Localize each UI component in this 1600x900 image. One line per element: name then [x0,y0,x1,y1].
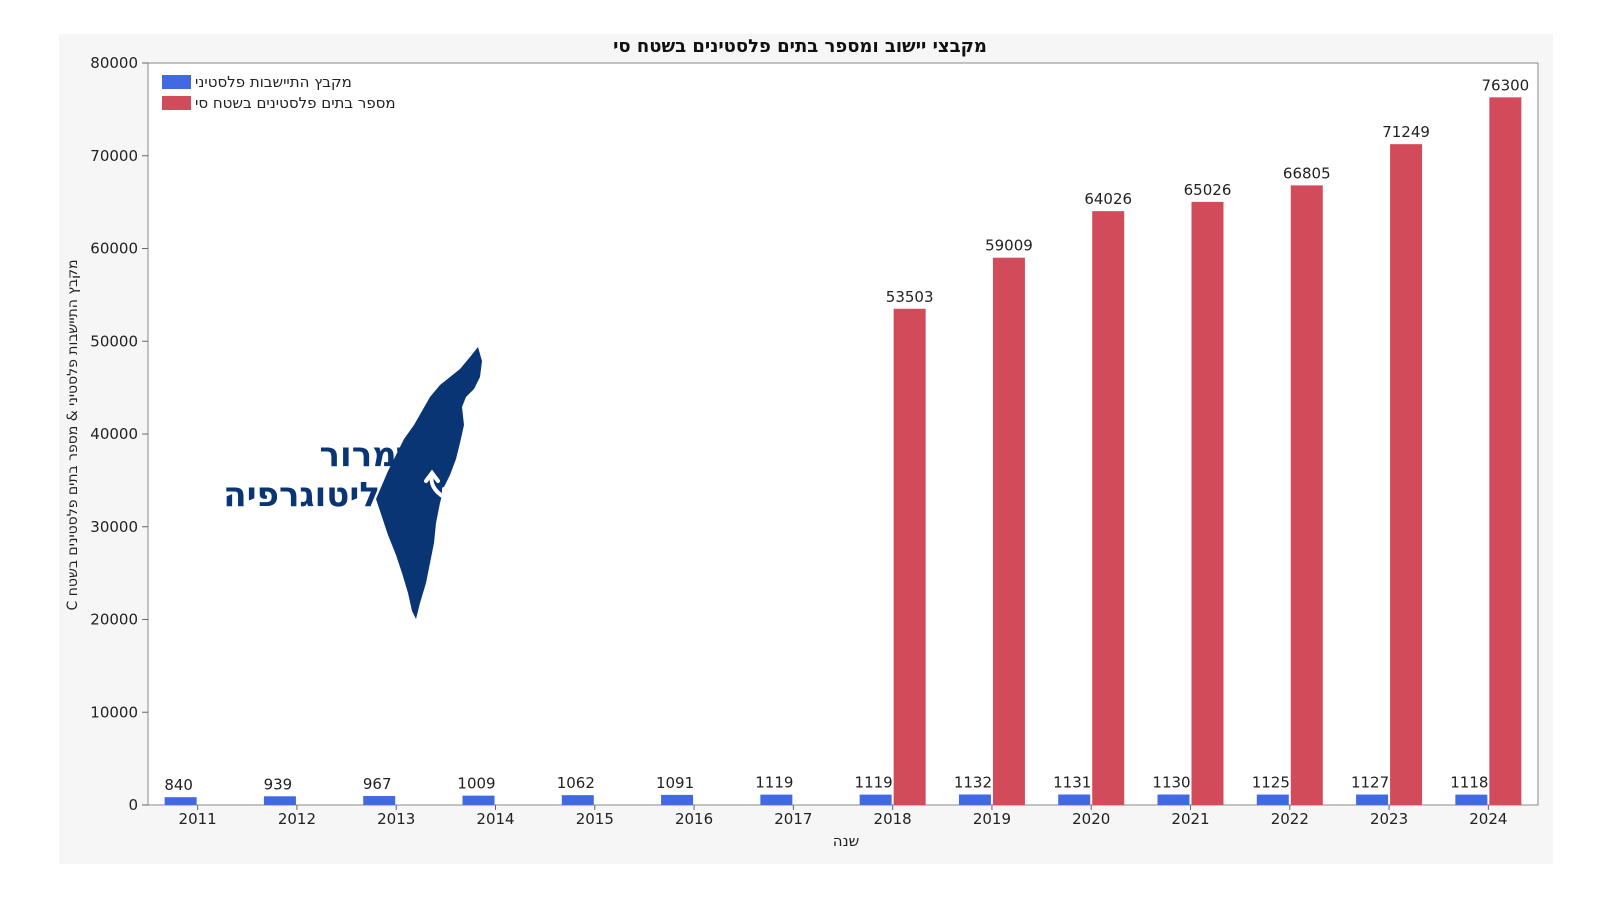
x-tick-label: 2012 [278,810,316,828]
legend-label-houses: מספר בתים פלסטינים בשטח סי [195,93,396,112]
bar-settlements [661,794,694,805]
data-label-settlements: 1119 [755,774,793,792]
data-label-settlements: 1125 [1252,774,1290,792]
y-tick-label: 0 [128,796,138,814]
y-tick-label: 70000 [90,147,138,165]
data-label-houses: 66805 [1283,164,1331,182]
bar-settlements [462,795,495,805]
bar-houses [1390,144,1423,805]
x-tick-label: 2024 [1469,810,1507,828]
bar-houses [893,308,926,805]
x-tick-label: 2015 [576,810,614,828]
legend-item-houses: מספר בתים פלסטינים בשטח סי [162,92,396,113]
legend-label-settlements: מקבץ התיישבות פלסטיני [195,72,352,91]
bar-houses [1092,211,1125,806]
data-label-settlements: 1131 [1053,774,1091,792]
bar-houses [1290,185,1323,806]
bar-settlements [363,796,396,805]
logo-text-line1: תמרור [319,435,420,475]
bar-houses [1191,201,1224,805]
y-tick-label: 50000 [90,332,138,350]
chart-title: מקבצי יישוב ומספר בתים פלסטינים בשטח סי [613,36,987,57]
logo-text-line2: פוליטוגרפיה [223,475,414,515]
x-tick-label: 2013 [377,810,415,828]
israel-map-icon [376,347,482,619]
data-label-houses: 53503 [886,288,934,306]
bar-settlements [1455,794,1488,805]
bar-houses [1489,97,1522,805]
data-label-settlements: 1132 [954,774,992,792]
data-label-houses: 64026 [1084,190,1132,208]
x-tick-label: 2017 [774,810,812,828]
x-tick-label: 2020 [1072,810,1110,828]
data-label-settlements: 1130 [1152,774,1190,792]
data-label-settlements: 967 [363,775,392,793]
y-tick-label: 10000 [90,703,138,721]
x-tick-label: 2019 [973,810,1011,828]
tamrur-logo: תמרור פוליטוגרפיה [223,347,500,632]
legend-swatch-houses [162,95,191,110]
data-label-houses: 71249 [1382,123,1430,141]
data-label-settlements: 1062 [557,774,595,792]
data-label-houses: 65026 [1184,181,1232,199]
y-tick-label: 30000 [90,518,138,536]
data-label-settlements: 1119 [855,774,893,792]
x-tick-label: 2021 [1171,810,1209,828]
x-tick-label: 2016 [675,810,713,828]
bar-settlements [561,795,594,805]
x-tick-label: 2011 [179,810,217,828]
x-tick-label: 2022 [1271,810,1309,828]
legend-swatch-settlements [162,74,191,89]
x-tick-label: 2014 [476,810,514,828]
bar-settlements [859,794,892,805]
bar-settlements [1058,794,1091,805]
x-tick-label: 2018 [874,810,912,828]
bar-houses [992,257,1025,805]
bar-settlements [958,794,991,805]
legend-item-settlements: מקבץ התיישבות פלסטיני [162,71,396,92]
data-label-houses: 59009 [985,237,1033,255]
x-tick-label: 2023 [1370,810,1408,828]
bar-settlements [760,794,793,805]
bar-settlements [263,796,296,805]
y-tick-label: 80000 [90,54,138,72]
bar-settlements [1356,794,1389,805]
data-label-settlements: 1091 [656,774,694,792]
bar-settlements [1157,794,1190,805]
data-label-settlements: 939 [264,775,293,793]
data-label-settlements: 1009 [457,775,495,793]
y-tick-label: 60000 [90,240,138,258]
data-label-houses: 76300 [1481,76,1529,94]
y-tick-label: 40000 [90,425,138,443]
y-tick-label: 20000 [90,611,138,629]
x-axis-label: שנה [832,832,860,850]
data-label-settlements: 1127 [1351,774,1389,792]
bar-settlements [164,797,197,805]
bar-settlements [1256,794,1289,805]
data-label-settlements: 840 [164,776,193,794]
legend: מקבץ התיישבות פלסטיני מספר בתים פלסטינים… [162,71,396,113]
data-label-settlements: 1118 [1450,774,1488,792]
